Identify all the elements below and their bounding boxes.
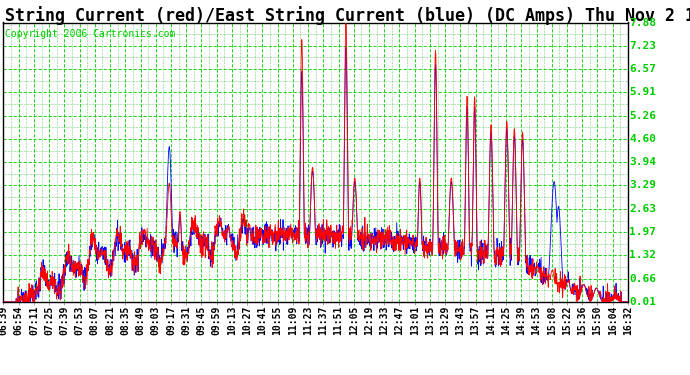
Text: 2.63: 2.63 (629, 204, 656, 214)
Text: 5.26: 5.26 (629, 111, 656, 120)
Text: 0.01: 0.01 (629, 297, 656, 307)
Text: 4.60: 4.60 (629, 134, 656, 144)
Text: 5.91: 5.91 (629, 87, 656, 98)
Text: 3.29: 3.29 (629, 180, 656, 190)
Text: 1.97: 1.97 (629, 227, 656, 237)
Text: 0.66: 0.66 (629, 274, 656, 284)
Text: 3.94: 3.94 (629, 158, 656, 167)
Text: Copyright 2006 Cartronics.com: Copyright 2006 Cartronics.com (6, 30, 176, 39)
Text: 7.88: 7.88 (629, 18, 656, 27)
Text: West String Current (red)/East String Current (blue) (DC Amps) Thu Nov 2 16:36: West String Current (red)/East String Cu… (0, 6, 690, 25)
Text: 6.57: 6.57 (629, 64, 656, 74)
Text: 1.32: 1.32 (629, 251, 656, 260)
Text: 7.23: 7.23 (629, 40, 656, 51)
